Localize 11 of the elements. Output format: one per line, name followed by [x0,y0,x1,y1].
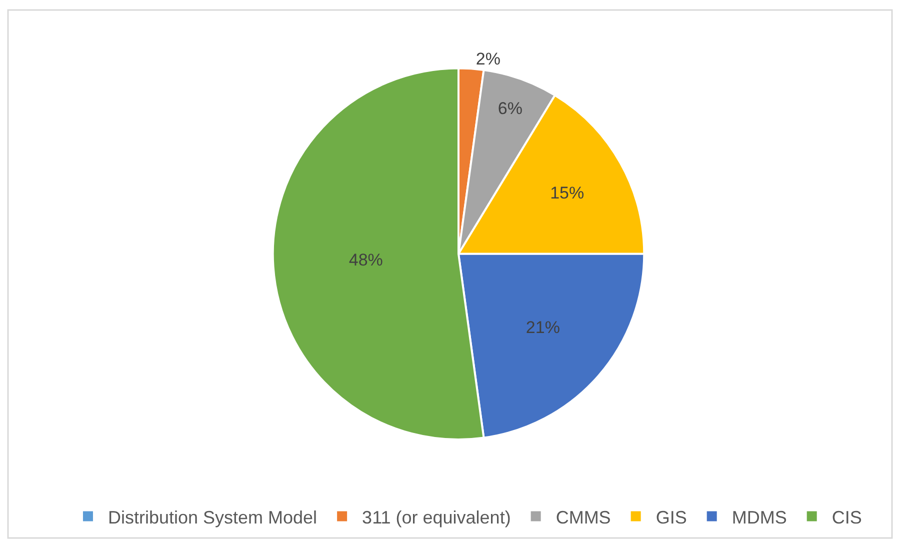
data-label: 2% [476,50,500,69]
legend-label: CIS [832,507,862,528]
legend-label: GIS [656,507,687,528]
legend-label: CMMS [556,507,611,528]
legend-label: Distribution System Model [108,507,318,528]
data-label: 15% [550,183,584,202]
data-label: 6% [498,99,522,118]
data-label: 21% [526,318,560,338]
data-label: 48% [348,250,383,270]
legend-label: 311 (or equivalent) [362,507,511,528]
legend-label: MDMS [732,507,787,528]
